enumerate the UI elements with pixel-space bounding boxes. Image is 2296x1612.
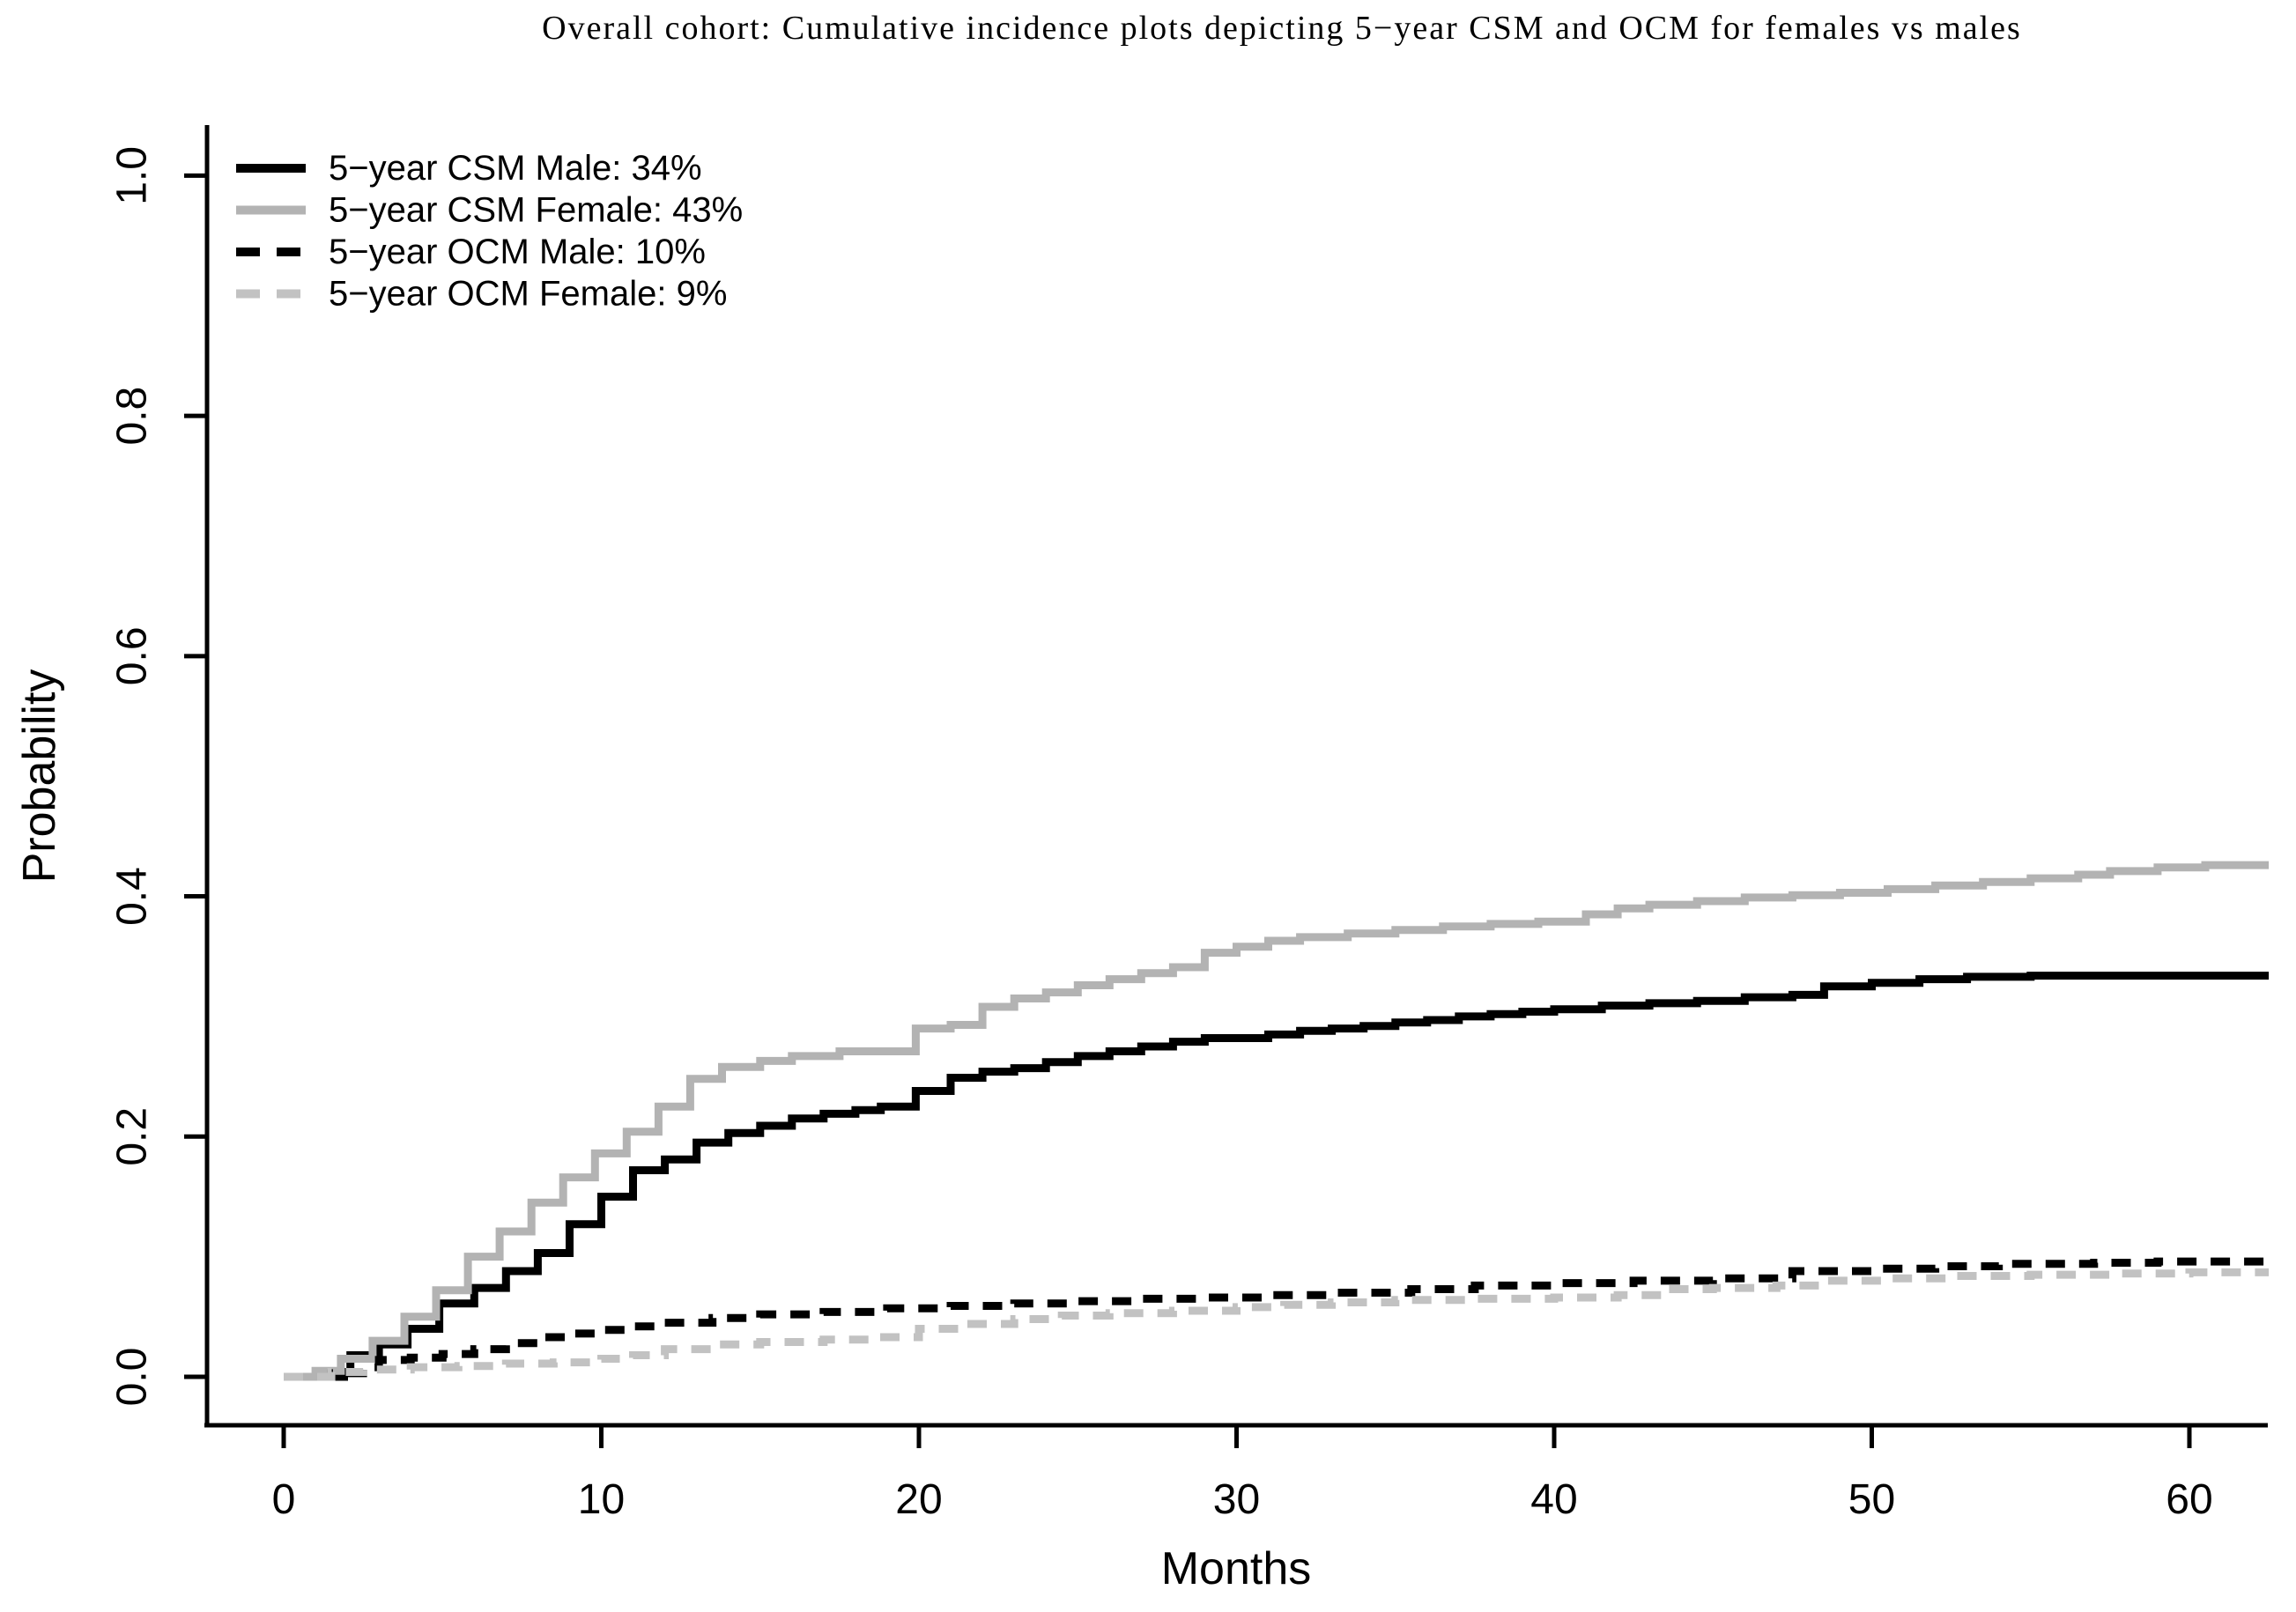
y-tick-label: 0.0	[109, 1348, 156, 1407]
x-tick-label: 60	[2166, 1476, 2212, 1523]
series-csm-female-curve	[284, 861, 2270, 1381]
y-tick-label: 1.0	[109, 146, 156, 205]
series-ocm-female-curve	[284, 1268, 2270, 1381]
series-group	[284, 861, 2273, 1381]
series-csm-male-curve	[284, 972, 2270, 1381]
x-tick-label: 30	[1213, 1476, 1260, 1523]
x-tick-label: 10	[578, 1476, 625, 1523]
y-tick-label: 0.2	[109, 1107, 156, 1166]
x-axis: 0 10 20 30 40 50 60	[204, 1423, 2268, 1523]
x-axis-label: Months	[1161, 1543, 1312, 1594]
legend-item-ocm-male: 5−year OCM Male: 10%	[236, 233, 706, 271]
y-tick-label: 0.8	[109, 387, 156, 446]
legend-item-csm-female: 5−year CSM Female: 43%	[236, 191, 743, 230]
y-axis-label: Probability	[14, 669, 65, 884]
legend-label-csm-male: 5−year CSM Male: 34%	[329, 149, 702, 188]
x-tick-label: 20	[895, 1476, 942, 1523]
legend-label-ocm-male: 5−year OCM Male: 10%	[329, 233, 706, 271]
y-axis: 0.0 0.2 0.4 0.6 0.8 1.0	[109, 125, 210, 1425]
legend: 5−year CSM Male: 34%5−year CSM Female: 4…	[236, 149, 743, 314]
legend-item-ocm-female: 5−year OCM Female: 9%	[236, 275, 727, 314]
chart-title: Overall cohort: Cumulative incidence plo…	[542, 10, 2022, 47]
series-ocm-male-curve	[284, 1257, 2273, 1381]
x-tick-label: 50	[1848, 1476, 1895, 1523]
legend-item-csm-male: 5−year CSM Male: 34%	[236, 149, 702, 188]
y-tick-label: 0.4	[109, 867, 156, 926]
x-tick-label: 40	[1530, 1476, 1577, 1523]
x-tick-label: 0	[272, 1476, 296, 1523]
legend-label-csm-female: 5−year CSM Female: 43%	[329, 191, 743, 230]
y-tick-label: 0.6	[109, 626, 156, 685]
legend-label-ocm-female: 5−year OCM Female: 9%	[329, 275, 727, 314]
